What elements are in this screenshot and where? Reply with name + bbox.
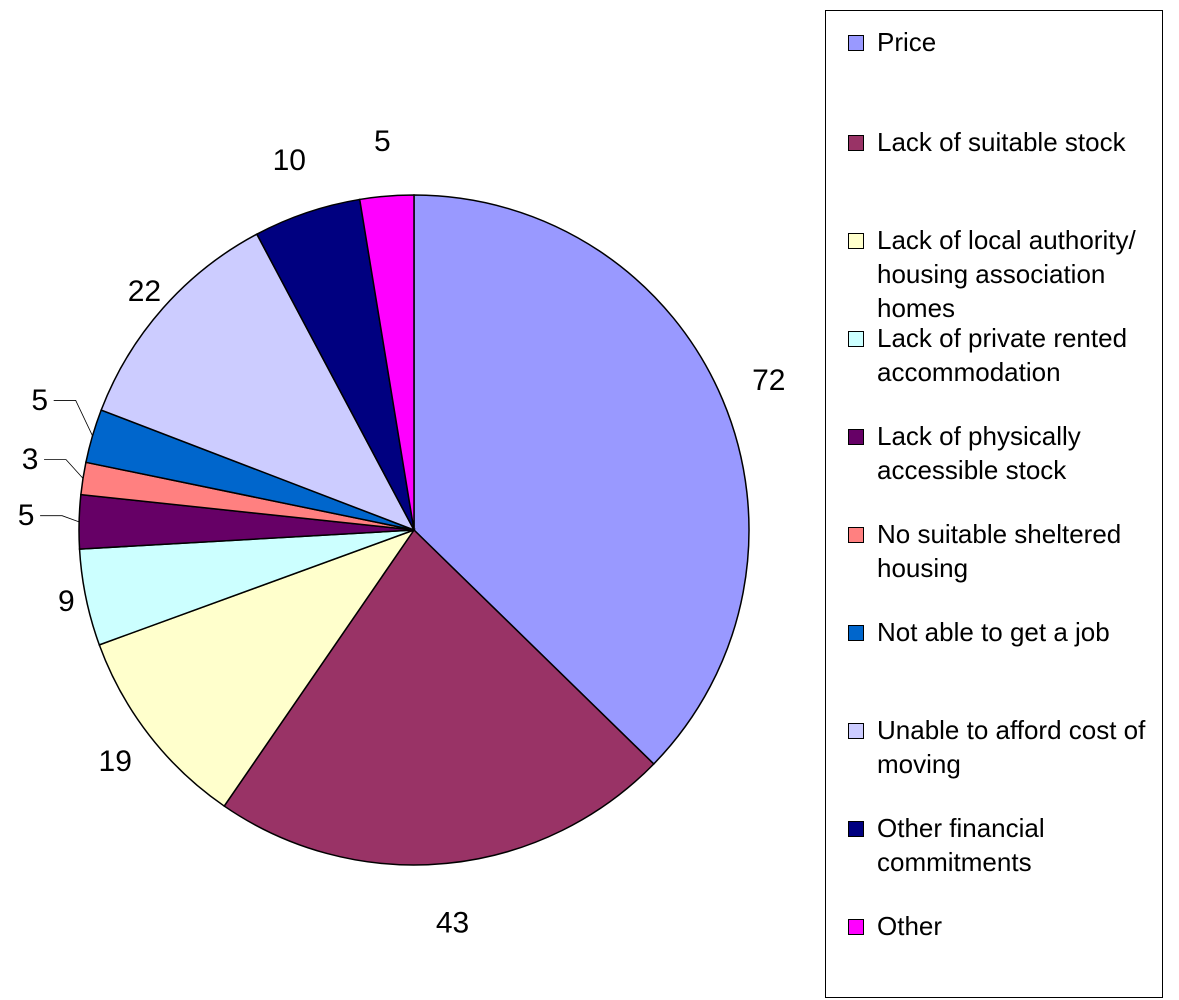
legend-item: Other [848,909,1178,943]
data-label: 10 [273,144,306,177]
data-labels: 72 43 19 9 5 3 5 22 10 5 [18,125,786,940]
data-label: 22 [128,275,161,308]
data-label: 5 [31,384,48,417]
legend-item: Unable to afford cost of moving [848,713,1178,781]
legend: Price Lack of suitable stock Lack of local… [825,10,1163,998]
legend-item: Other financial commitments [848,811,1178,879]
data-label: 9 [58,585,75,618]
leader-line [44,459,84,479]
legend-item: No suitable sheltered housing [848,517,1178,585]
legend-item: Lack of suitable stock [848,125,1178,159]
pie-slice [100,233,416,532]
legend-swatch [848,135,864,151]
legend-swatch [848,821,864,837]
pie-chart: 72 43 19 9 5 3 5 22 10 5 [18,125,786,940]
legend-item: Lack of private rented accommodation [848,321,1178,389]
legend-item: Lack of local authority/ housing associa… [848,223,1178,325]
legend-label: Other financial commitments [877,813,1045,877]
legend-swatch [848,331,864,347]
legend-label: Other [877,911,943,941]
pie-slices [78,194,750,866]
legend-label: Lack of local authority/ housing associa… [877,225,1136,323]
legend-label: Lack of physically accessible stock [877,421,1081,485]
pie-slice [98,528,416,808]
legend-label: Unable to afford cost of moving [877,715,1146,779]
legend-item: Lack of physically accessible stock [848,419,1178,487]
legend-swatch [848,233,864,249]
legend-item: Price [848,25,1178,59]
data-label: 72 [752,364,785,397]
legend-swatch [848,625,864,641]
data-label: 5 [374,125,391,158]
data-label: 3 [22,443,39,476]
data-label: 19 [99,745,132,778]
pie-slice [413,194,750,766]
legend-label: Lack of suitable stock [877,127,1126,157]
legend-swatch [848,723,864,739]
legend-label: Lack of private rented accommodation [877,323,1128,387]
pie-slice [358,194,415,531]
legend-swatch [848,919,864,935]
legend-swatch [848,527,864,543]
legend-swatch [848,429,864,445]
legend-swatch [848,35,864,51]
data-label: 5 [18,499,35,532]
leader-line [53,400,93,437]
pie-slice [223,528,655,866]
legend-item: Not able to get a job [848,615,1178,649]
legend-label: No suitable sheltered housing [877,519,1122,583]
legend-label: Not able to get a job [877,617,1110,647]
data-label: 43 [436,907,469,940]
legend-label: Price [877,27,937,57]
leader-lines [40,400,93,523]
leader-line [40,515,80,523]
